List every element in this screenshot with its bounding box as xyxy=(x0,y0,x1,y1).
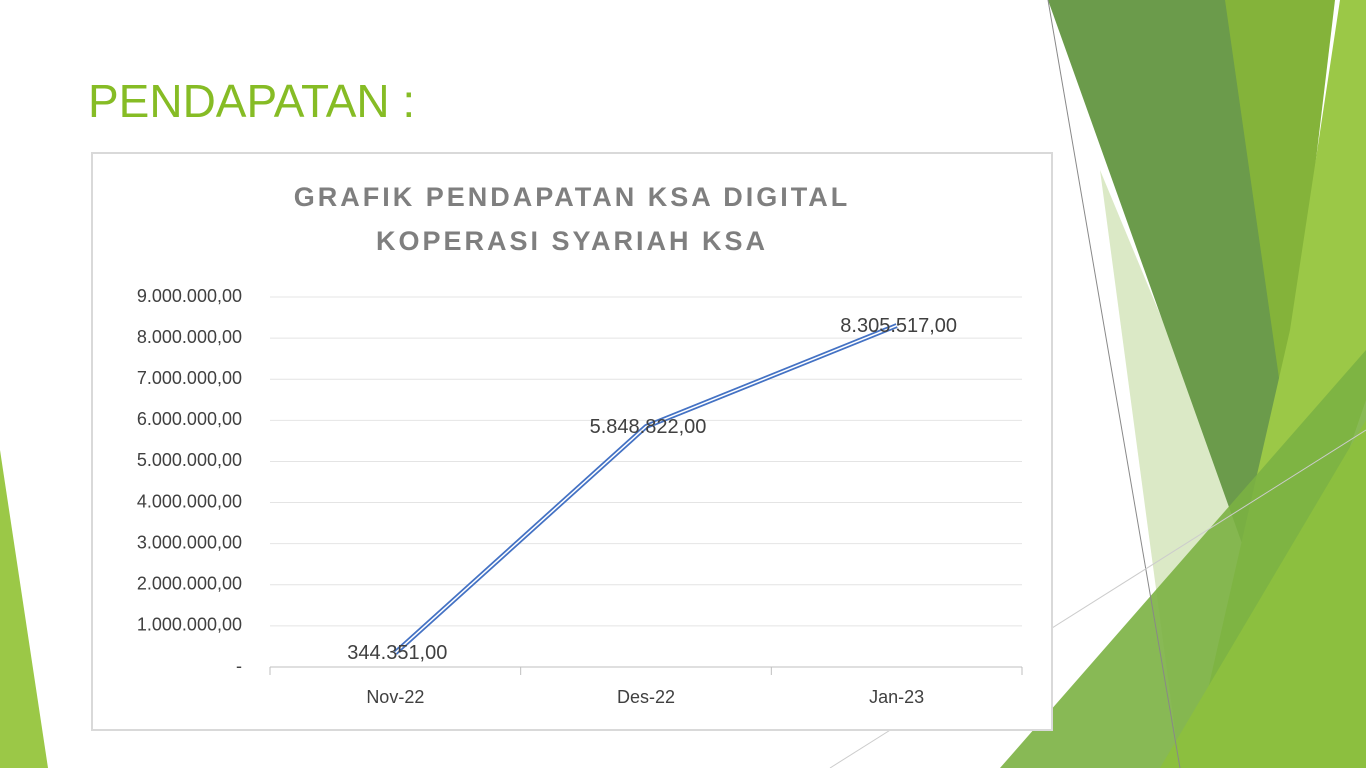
y-tick-label: 7.000.000,00 xyxy=(137,368,242,388)
y-tick-label: 6.000.000,00 xyxy=(137,409,242,429)
y-tick-label: 2.000.000,00 xyxy=(137,574,242,594)
x-tick-label: Nov-22 xyxy=(366,687,424,707)
data-label: 8.305.517,00 xyxy=(840,315,957,337)
y-tick-label: 5.000.000,00 xyxy=(137,450,242,470)
slide-title: PENDAPATAN : xyxy=(88,75,415,127)
data-label: 344.351,00 xyxy=(347,642,447,664)
y-tick-label: 9.000.000,00 xyxy=(137,286,242,306)
y-tick-label: 8.000.000,00 xyxy=(137,327,242,347)
chart-title: GRAFIK PENDAPATAN KSA DIGITAL xyxy=(294,182,850,212)
y-tick-label: 4.000.000,00 xyxy=(137,491,242,511)
y-tick-label: 3.000.000,00 xyxy=(137,532,242,552)
y-tick-label: - xyxy=(236,656,242,676)
line-inner xyxy=(394,324,897,654)
data-label: 5.848.822,00 xyxy=(590,416,707,438)
chart-title: KOPERASI SYARIAH KSA xyxy=(376,226,768,256)
y-tick-label: 1.000.000,00 xyxy=(137,615,242,635)
chart-area xyxy=(91,152,1053,731)
x-tick-label: Jan-23 xyxy=(869,687,924,707)
x-tick-label: Des-22 xyxy=(617,687,675,707)
